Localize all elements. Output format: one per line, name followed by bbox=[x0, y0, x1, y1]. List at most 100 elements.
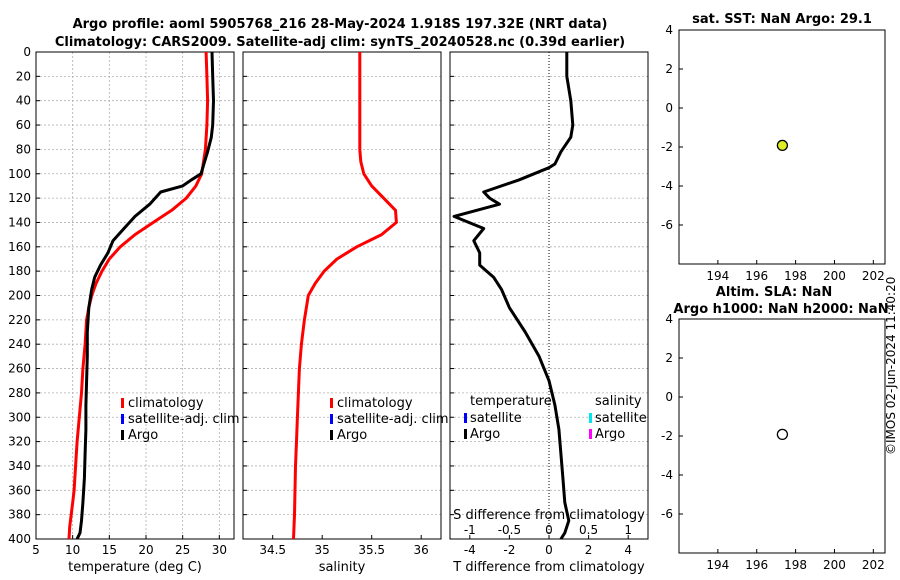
sla-title-line2: Argo h1000: NaN h2000: NaN bbox=[673, 302, 888, 317]
temperature-xtick-label: 30 bbox=[212, 543, 227, 557]
sla-ytick-label: 4 bbox=[665, 312, 673, 326]
temperature-ytick-label: 80 bbox=[16, 142, 31, 156]
temperature-ytick-label: 340 bbox=[8, 459, 31, 473]
difference-xtick-label: 2 bbox=[585, 543, 593, 557]
difference-panel: -4 -2 0 2 4 T difference from climatology S di… bbox=[449, 51, 649, 575]
sst-ytick-label: -6 bbox=[661, 218, 673, 232]
salinity-legend-entry: satellite-adj. clim bbox=[337, 412, 449, 427]
salinity-legend-swatch bbox=[330, 430, 333, 440]
temperature-legend-entry: satellite-adj. clim bbox=[128, 412, 240, 427]
temperature-ytick-label: 360 bbox=[8, 483, 31, 497]
salinity-xtick-label: 35 bbox=[315, 543, 330, 557]
salinity-legend-swatch bbox=[330, 398, 333, 408]
salinity-panel: 34.5 35 35.5 36 salinity climatologysatellite… bbox=[242, 51, 449, 575]
temperature-xtick-label: 15 bbox=[102, 543, 117, 557]
difference-legend-temp-entry: satellite bbox=[470, 411, 522, 426]
temperature-legend-swatch bbox=[121, 430, 124, 440]
difference-legend-temp-swatch bbox=[464, 429, 467, 439]
temperature-ytick-label: 20 bbox=[16, 69, 31, 83]
temperature-legend-entry: Argo bbox=[128, 428, 158, 443]
temperature-ytick-label: 240 bbox=[8, 337, 31, 351]
temperature-ytick-label: 100 bbox=[8, 167, 31, 181]
temperature-ytick-label: 260 bbox=[8, 362, 31, 376]
timestamp: ©IMOS 02-Jun-2024 11:40:20 bbox=[884, 277, 898, 455]
title-line1: Argo profile: aoml 5905768_216 28-May-20… bbox=[73, 17, 608, 32]
temperature-ytick-label: 200 bbox=[8, 289, 31, 303]
difference-legend-sal-entry: Argo bbox=[595, 427, 625, 442]
sla-point bbox=[776, 428, 789, 441]
temperature-ytick-label: 220 bbox=[8, 313, 31, 327]
sst-xtick-label: 194 bbox=[706, 269, 729, 283]
difference-xtick-label: -4 bbox=[464, 543, 476, 557]
temperature-ytick-label: 180 bbox=[8, 264, 31, 278]
sla-xtick-label: 194 bbox=[706, 558, 729, 572]
difference-legend-sal-entry: satellite bbox=[595, 411, 647, 426]
difference-legend-temp-swatch bbox=[464, 413, 467, 423]
salinity-xlabel: salinity bbox=[319, 560, 366, 575]
temperature-ytick-label: 140 bbox=[8, 215, 31, 229]
temperature-ytick-label: 280 bbox=[8, 386, 31, 400]
temperature-xtick-label: 10 bbox=[65, 543, 80, 557]
difference-x2tick-label: -1 bbox=[464, 523, 476, 537]
temperature-ytick-label: 400 bbox=[8, 532, 31, 546]
temperature-ytick-label: 40 bbox=[16, 94, 31, 108]
sla-ytick-label: -6 bbox=[661, 507, 673, 521]
sst-ytick-label: 2 bbox=[665, 62, 673, 76]
difference-xtick-label: 4 bbox=[624, 543, 632, 557]
salinity-legend-swatch bbox=[330, 414, 333, 424]
difference-x2tick-label: 0.5 bbox=[579, 523, 598, 537]
sst-xtick-label: 198 bbox=[784, 269, 807, 283]
sst-panel: 194 196 198 200 202 4 2 0 -2 -4 -6 sat. SST: NaN Ar… bbox=[661, 12, 886, 283]
sla-ytick-label: -2 bbox=[661, 429, 673, 443]
difference-series-argo-t-diff bbox=[452, 52, 575, 540]
sst-ytick-label: 4 bbox=[665, 23, 673, 37]
difference-legend-header-salinity: salinity bbox=[595, 394, 642, 409]
sla-ytick-label: 2 bbox=[665, 351, 673, 365]
difference-xtick-label: 0 bbox=[545, 543, 553, 557]
temperature-xlabel: temperature (deg C) bbox=[68, 560, 202, 575]
sla-ytick-label: 0 bbox=[665, 390, 673, 404]
difference-xlabel: T difference from climatology bbox=[452, 560, 645, 575]
difference-legend-header-temperature: temperature bbox=[470, 394, 552, 409]
axes-layer: 5 10 15 20 25 3002040608010012014016018020022… bbox=[8, 12, 888, 575]
difference-x2tick-label: 0 bbox=[545, 523, 553, 537]
salinity-xtick-label: 34.5 bbox=[259, 543, 286, 557]
temperature-xtick-label: 20 bbox=[138, 543, 153, 557]
sla-xtick-label: 202 bbox=[862, 558, 885, 572]
sla-xtick-label: 200 bbox=[823, 558, 846, 572]
salinity-series-climatology bbox=[292, 52, 398, 540]
sst-xtick-label: 202 bbox=[862, 269, 885, 283]
temperature-ytick-label: 320 bbox=[8, 435, 31, 449]
temperature-ytick-label: 60 bbox=[16, 118, 31, 132]
difference-x2label: S difference from climatology bbox=[453, 508, 645, 523]
sst-point bbox=[776, 139, 789, 152]
difference-x2tick-label: 1 bbox=[624, 523, 632, 537]
salinity-xtick-label: 36 bbox=[414, 543, 429, 557]
sst-title: sat. SST: NaN Argo: 29.1 bbox=[692, 12, 872, 27]
sst-ytick-label: 0 bbox=[665, 101, 673, 115]
difference-legend-temp-entry: Argo bbox=[470, 427, 500, 442]
temperature-ytick-label: 380 bbox=[8, 508, 31, 522]
temperature-xtick-label: 5 bbox=[32, 543, 40, 557]
temperature-legend-entry: climatology bbox=[128, 396, 204, 411]
sla-ytick-label: -4 bbox=[661, 468, 673, 482]
temperature-series-argo bbox=[75, 51, 215, 540]
difference-xtick-label: -2 bbox=[503, 543, 515, 557]
difference-x2tick-label: -0.5 bbox=[498, 523, 521, 537]
temperature-ytick-label: 0 bbox=[23, 45, 31, 59]
salinity-legend-entry: Argo bbox=[337, 428, 367, 443]
sla-panel: 194 196 198 200 202 4 2 0 -2 -4 -6 Altim. SLA: NaN A… bbox=[661, 285, 889, 572]
sst-ytick-label: -4 bbox=[661, 179, 673, 193]
salinity-legend-entry: climatology bbox=[337, 396, 413, 411]
temperature-ytick-label: 120 bbox=[8, 191, 31, 205]
sst-ytick-label: -2 bbox=[661, 140, 673, 154]
temperature-xtick-label: 25 bbox=[175, 543, 190, 557]
temperature-ytick-label: 300 bbox=[8, 410, 31, 424]
sla-xtick-label: 196 bbox=[745, 558, 768, 572]
temperature-legend-swatch bbox=[121, 398, 124, 408]
temperature-ytick-label: 160 bbox=[8, 240, 31, 254]
title-line2: Climatology: CARS2009. Satellite-adj cli… bbox=[55, 35, 625, 50]
sst-xtick-label: 196 bbox=[745, 269, 768, 283]
sla-title-line1: Altim. SLA: NaN bbox=[716, 285, 832, 300]
